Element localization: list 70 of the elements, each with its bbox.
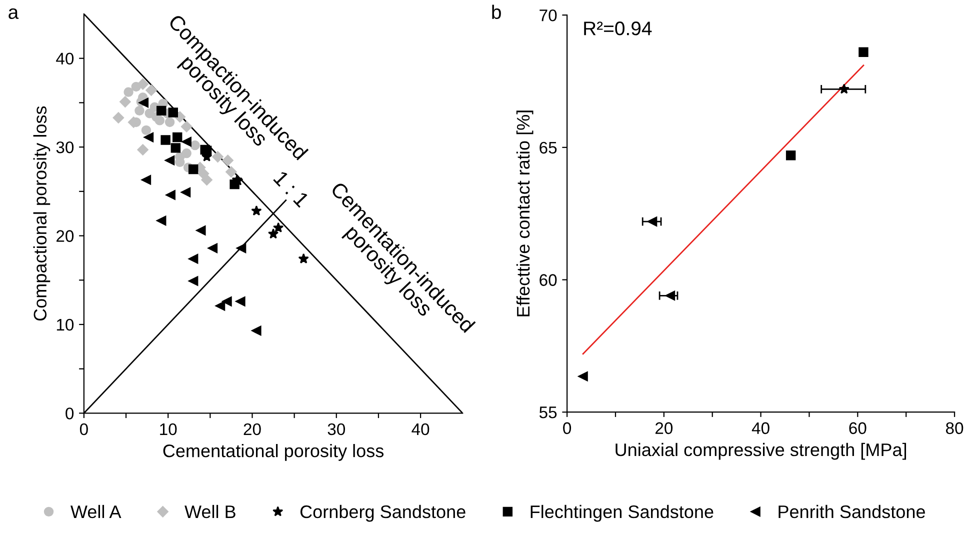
point bbox=[137, 78, 148, 90]
point bbox=[188, 276, 198, 286]
y-tick-label: 40 bbox=[56, 52, 74, 65]
point bbox=[786, 150, 796, 160]
point bbox=[166, 190, 176, 200]
y-tick-label: 10 bbox=[56, 318, 74, 331]
point bbox=[188, 164, 198, 174]
x-tick-label: 60 bbox=[849, 422, 866, 434]
x-axis-title: Cementational porosity loss bbox=[163, 444, 384, 461]
x-tick-label: 10 bbox=[160, 423, 177, 436]
x-tick-label: 0 bbox=[563, 422, 572, 434]
point bbox=[222, 296, 232, 306]
y-tick-label: 60 bbox=[540, 274, 557, 286]
y-tick-label: 55 bbox=[539, 406, 557, 418]
x-axis-title: Uniaxial compressive strength [MPa] bbox=[616, 442, 906, 460]
legend-label: Flechtingen Sandstone bbox=[530, 504, 714, 522]
point bbox=[160, 135, 170, 145]
point bbox=[236, 243, 246, 254]
x-tick-label: 80 bbox=[946, 422, 964, 434]
point bbox=[647, 216, 658, 226]
point bbox=[273, 222, 284, 232]
point bbox=[156, 106, 166, 116]
x-tick-label: 40 bbox=[752, 422, 770, 434]
point bbox=[156, 216, 166, 226]
point bbox=[298, 253, 309, 264]
point bbox=[578, 372, 588, 382]
y-tick-label: 65 bbox=[540, 142, 557, 154]
chart-title: a bbox=[8, 8, 19, 20]
point bbox=[134, 106, 144, 116]
x-tick-label: 40 bbox=[412, 423, 430, 436]
point bbox=[196, 226, 206, 236]
x-tick-label: 20 bbox=[655, 422, 673, 434]
x-tick-label: 20 bbox=[244, 423, 261, 436]
legend-label: Well B bbox=[184, 504, 236, 518]
point bbox=[236, 296, 246, 306]
point bbox=[226, 166, 237, 178]
point bbox=[215, 300, 226, 311]
annotation: R²=0.94 bbox=[584, 22, 652, 36]
point bbox=[268, 228, 279, 239]
point bbox=[137, 144, 148, 156]
point bbox=[112, 112, 124, 124]
point bbox=[838, 84, 850, 94]
point bbox=[858, 47, 868, 57]
legend-label: Well A bbox=[70, 504, 122, 518]
point bbox=[138, 98, 149, 108]
legend-label: Penrith Sandstone bbox=[778, 504, 925, 518]
y-axis-title: Effecttive contact ratio [%] bbox=[516, 110, 534, 316]
point bbox=[124, 87, 134, 97]
x-tick-label: 0 bbox=[80, 423, 88, 436]
y-tick-label: 70 bbox=[540, 9, 557, 22]
point bbox=[144, 132, 154, 142]
point bbox=[230, 179, 240, 190]
point bbox=[188, 254, 198, 264]
y-axis-title: Compactional porosity loss bbox=[33, 106, 50, 321]
point bbox=[141, 125, 152, 136]
chart-title: b bbox=[492, 4, 501, 20]
x-tick-label: 30 bbox=[328, 423, 346, 436]
legend-label: Cornberg Sandstone bbox=[300, 504, 466, 522]
point bbox=[208, 243, 218, 254]
point bbox=[665, 290, 676, 301]
point bbox=[251, 205, 262, 216]
annotation: 1 : 1 bbox=[273, 170, 310, 208]
point bbox=[180, 187, 191, 198]
point bbox=[120, 96, 131, 108]
y-tick-label: 30 bbox=[56, 141, 74, 154]
point bbox=[146, 84, 157, 96]
y-tick-label: 0 bbox=[66, 408, 74, 420]
point bbox=[252, 326, 262, 336]
point bbox=[141, 175, 152, 185]
y-tick-label: 20 bbox=[56, 230, 74, 242]
